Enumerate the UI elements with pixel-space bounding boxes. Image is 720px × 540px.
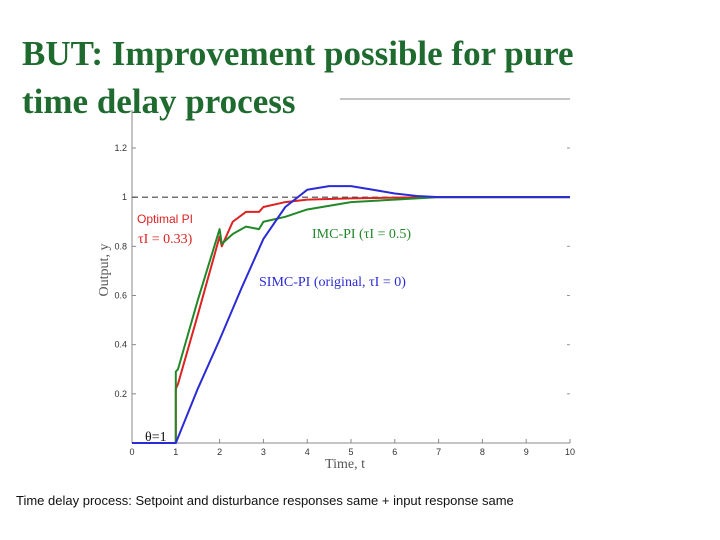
optimal-pi-tau-label: τI = 0.33) [138,232,193,247]
x-tick-label: 0 [129,447,134,457]
y-tick-label: 0.2 [114,389,127,399]
y-tick-label: 1 [122,192,127,202]
title-line-1: BUT: Improvement possible for pure [22,34,574,73]
delay-label: θ=1 [145,430,167,445]
slide-title: BUT: Improvement possible for pure time … [22,30,712,126]
simc-response-line [132,185,570,444]
optimal-response-line [132,196,570,444]
series-layer [132,185,570,444]
x-tick-label: 7 [436,447,441,457]
x-tick-label: 2 [217,447,222,457]
x-tick-label: 4 [305,447,310,457]
optimal-pi-label: Optimal PI [137,212,193,226]
x-tick-label: 10 [565,447,575,457]
x-tick-label: 6 [392,447,397,457]
title-line-2: time delay process [22,82,296,121]
imc-response-line [132,196,570,444]
slide-caption: Time delay process: Setpoint and disturb… [16,493,514,508]
y-tick-label: 0.8 [114,241,127,251]
ticks-layer: 0 1 2 3 4 5 6 7 8 9 10 0.2 0.4 0.6 0.8 1 1.2 [114,143,575,457]
x-axis-label: Time, t [325,457,365,472]
x-tick-label: 5 [348,447,353,457]
x-tick-label: 8 [480,447,485,457]
x-tick-label: 9 [524,447,529,457]
x-tick-label: 3 [261,447,266,457]
y-tick-label: 0.4 [114,340,127,350]
y-axis-label: Output, y [97,244,112,297]
x-tick-label: 1 [173,447,178,457]
simc-pi-label: SIMC-PI (original, τI = 0) [259,275,406,290]
imc-pi-label: IMC-PI (τI = 0.5) [312,227,411,242]
y-tick-label: 1.2 [114,143,127,153]
y-tick-label: 0.6 [114,291,127,301]
